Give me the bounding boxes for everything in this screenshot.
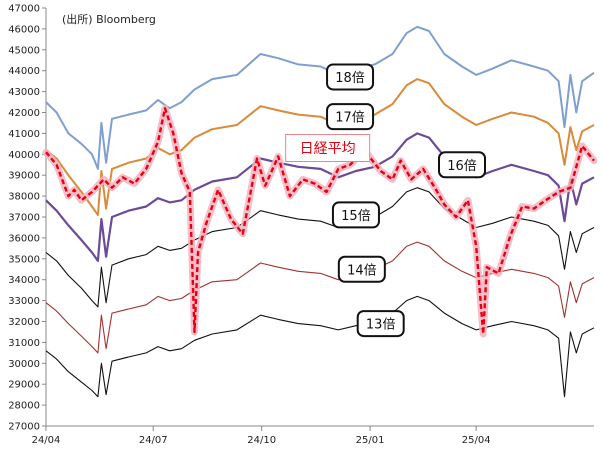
y-tick-label: 28000	[8, 401, 40, 412]
y-tick-label: 31000	[8, 338, 40, 349]
y-tick-label: 44000	[8, 66, 40, 77]
multiple-label-box	[356, 310, 405, 338]
y-tick-label: 30000	[8, 359, 40, 370]
source-note: (出所) Bloomberg	[62, 12, 156, 26]
series-line	[45, 187, 595, 308]
nikkei-label: 日経平均	[300, 141, 356, 157]
y-tick-label: 41000	[8, 129, 40, 140]
series-line	[45, 78, 595, 216]
x-tick-label: 24/07	[139, 435, 168, 446]
x-tick-label: 25/01	[356, 435, 385, 446]
multiple-label: 16倍	[447, 159, 477, 174]
axes: 27000 28000 29000 30000 31000 32000 33000 34000…	[8, 4, 594, 446]
y-tick-label: 33000	[8, 296, 40, 307]
nikkei-label-box	[285, 134, 371, 163]
y-tick-label: 43000	[8, 87, 40, 98]
multiple-label: 17倍	[335, 111, 365, 126]
multiple-label: 13倍	[366, 318, 396, 333]
multiple-label-box	[326, 103, 375, 131]
y-tick-label: 46000	[8, 24, 40, 35]
y-tick-label: 29000	[8, 380, 40, 391]
y-tick-label: 27000	[8, 422, 40, 433]
y-tick-label: 38000	[8, 192, 40, 203]
y-tick-label: 40000	[8, 150, 40, 161]
y-tick-label: 32000	[8, 317, 40, 328]
y-tick-label: 35000	[8, 254, 40, 265]
y-tick-label: 34000	[8, 275, 40, 286]
series-line	[45, 25, 595, 170]
y-tick-label: 42000	[8, 108, 40, 119]
multiple-label-box	[438, 151, 487, 179]
x-tick-label: 25/04	[462, 435, 491, 446]
multiple-label: 18倍	[335, 71, 365, 86]
series-line	[45, 295, 595, 398]
y-tick-label: 36000	[8, 233, 40, 244]
series-layer	[42, 25, 598, 398]
series-line	[45, 241, 595, 354]
y-tick-label: 37000	[8, 213, 40, 224]
multiple-label-box	[331, 201, 380, 229]
multiple-label: 15倍	[341, 209, 371, 224]
x-tick-label: 24/04	[32, 435, 61, 446]
multiple-label-box	[337, 255, 386, 283]
series-line	[45, 132, 595, 262]
multiple-label-box	[326, 63, 375, 91]
y-tick-label: 39000	[8, 171, 40, 182]
y-tick-label: 45000	[8, 45, 40, 56]
multiple-label: 14倍	[347, 263, 377, 278]
series-line-nikkei	[45, 107, 595, 336]
x-tick-label: 24/10	[247, 435, 276, 446]
y-tick-label: 47000	[8, 4, 40, 15]
series-labels: 18倍 17倍 16倍 15倍 14倍 13倍 日経平均	[285, 63, 487, 338]
